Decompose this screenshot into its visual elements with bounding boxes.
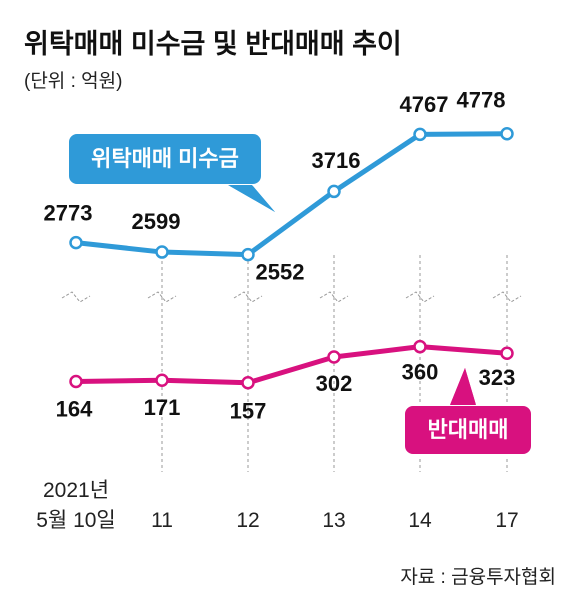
data-label: 4767 bbox=[400, 92, 449, 117]
data-point bbox=[241, 247, 255, 262]
legend-box bbox=[67, 132, 263, 186]
data-label: 302 bbox=[316, 371, 353, 396]
source: 자료 : 금융투자협회 bbox=[400, 566, 556, 588]
data-point bbox=[413, 127, 427, 142]
data-point bbox=[241, 376, 255, 390]
legend-label: 반대매매 bbox=[428, 417, 509, 442]
x-tick-label: 2021년 5월 10일 bbox=[36, 479, 116, 532]
data-point bbox=[155, 245, 169, 259]
data-label: 164 bbox=[56, 396, 93, 421]
series-line bbox=[75, 344, 508, 386]
axis-break bbox=[492, 291, 522, 303]
chart-subtitle: (단위 : 억원) bbox=[24, 70, 122, 92]
x-tick-label: 17 bbox=[495, 509, 519, 532]
legend-tail bbox=[450, 368, 476, 405]
chart-title: 위탁매매 미수금 및 반대매매 추이 bbox=[24, 29, 402, 59]
x-tick-label: 12 bbox=[236, 509, 260, 532]
data-point bbox=[500, 346, 514, 360]
x-tick-label: 13 bbox=[322, 509, 346, 532]
data-point bbox=[155, 373, 169, 388]
data-label: 171 bbox=[144, 395, 181, 420]
data-label: 3716 bbox=[312, 148, 361, 173]
legend-label: 위탁매매 미수금 bbox=[91, 146, 239, 171]
data-point bbox=[327, 350, 341, 364]
data-label: 2599 bbox=[132, 209, 181, 234]
legend-tail bbox=[228, 185, 275, 212]
axis-break bbox=[233, 291, 263, 303]
data-label: 2552 bbox=[256, 259, 305, 284]
x-tick-label: 14 bbox=[408, 509, 432, 532]
data-label: 4778 bbox=[457, 88, 506, 113]
x-tick-label: 11 bbox=[151, 509, 173, 532]
axis-break bbox=[61, 291, 91, 303]
data-point bbox=[413, 339, 427, 354]
data-label: 323 bbox=[479, 365, 516, 390]
data-label: 157 bbox=[230, 399, 267, 424]
data-point bbox=[69, 235, 83, 250]
axis-break bbox=[319, 291, 349, 303]
data-point bbox=[500, 127, 514, 141]
data-label: 360 bbox=[402, 359, 439, 384]
series-line bbox=[75, 131, 508, 258]
data-point bbox=[69, 374, 83, 389]
axis-break bbox=[147, 291, 177, 303]
data-label: 2773 bbox=[44, 200, 93, 225]
data-point bbox=[327, 184, 341, 199]
axis-break bbox=[405, 291, 435, 303]
